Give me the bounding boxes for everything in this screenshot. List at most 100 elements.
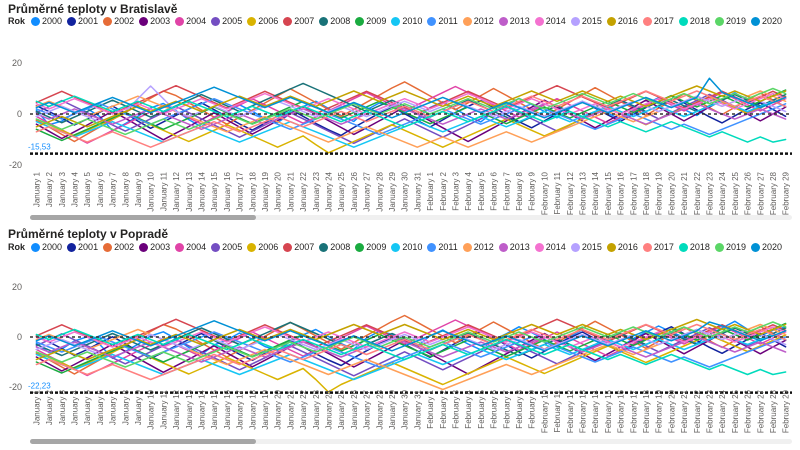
legend-item-2010[interactable]: 2010 <box>391 242 422 252</box>
y-tick-label: -20 <box>9 160 22 170</box>
x-tick-label: January 8 <box>121 171 130 207</box>
x-tick-label: February 8 <box>515 389 524 428</box>
legend-item-2000[interactable]: 2000 <box>31 16 62 26</box>
x-tick-label: February 23 <box>705 171 714 215</box>
legend-item-2008[interactable]: 2008 <box>319 16 350 26</box>
legend-item-2009[interactable]: 2009 <box>355 242 386 252</box>
legend-item-2017[interactable]: 2017 <box>642 242 674 252</box>
horizontal-scrollbar[interactable] <box>30 439 792 444</box>
legend-text: 2003 <box>150 242 171 252</box>
legend-item-2004[interactable]: 2004 <box>175 242 206 252</box>
legend-item-2005[interactable]: 2005 <box>211 242 242 252</box>
y-tick-label: 20 <box>12 58 22 68</box>
legend-text: 2010 <box>402 242 423 252</box>
legend-item-2010[interactable]: 2010 <box>391 16 422 26</box>
legend-item-2000[interactable]: 2000 <box>31 242 62 252</box>
legend-text: 2010 <box>402 16 423 26</box>
legend-item-2016[interactable]: 2016 <box>606 16 638 26</box>
x-tick-label: January 17 <box>236 171 245 211</box>
x-tick-label: February 17 <box>629 171 638 215</box>
legend-item-2012[interactable]: 2012 <box>462 242 494 252</box>
legend-marker <box>103 16 113 26</box>
x-tick-label: February 20 <box>667 171 676 215</box>
legend-item-2007[interactable]: 2007 <box>283 16 314 26</box>
legend-marker <box>462 16 472 26</box>
horizontal-scrollbar[interactable] <box>30 215 792 220</box>
legend-item-2011[interactable]: 2011 <box>427 16 458 26</box>
x-tick-label: January 19 <box>261 389 270 429</box>
legend-item-2018[interactable]: 2018 <box>678 16 710 26</box>
legend-marker <box>175 242 185 252</box>
legend-text: 2008 <box>330 16 351 26</box>
x-tick-label: January 31 <box>413 389 422 429</box>
y-tick-label: 0 <box>17 109 22 119</box>
legend-item-2007[interactable]: 2007 <box>283 242 314 252</box>
legend-item-2014[interactable]: 2014 <box>534 242 566 252</box>
x-tick-label: February 9 <box>528 171 537 210</box>
legend-item-2013[interactable]: 2013 <box>498 242 530 252</box>
legend-item-2017[interactable]: 2017 <box>642 16 674 26</box>
x-tick-label: February 26 <box>744 389 753 433</box>
legend-item-2001[interactable]: 2001 <box>67 242 98 252</box>
x-tick-label: January 28 <box>375 171 384 211</box>
legend-item-2012[interactable]: 2012 <box>462 16 494 26</box>
legend-item-2006[interactable]: 2006 <box>247 242 278 252</box>
scrollbar-thumb[interactable] <box>30 215 256 220</box>
x-tick-label: February 26 <box>744 171 753 215</box>
legend-marker <box>319 16 329 26</box>
legend-marker <box>355 242 365 252</box>
legend-text: 2013 <box>509 16 530 26</box>
x-tick-label: January 26 <box>350 389 359 429</box>
x-tick-label: February 4 <box>464 171 473 210</box>
scrollbar-thumb[interactable] <box>30 439 256 444</box>
x-tick-label: February 24 <box>718 171 727 215</box>
legend-item-2015[interactable]: 2015 <box>570 16 602 26</box>
legend-item-2011[interactable]: 2011 <box>427 242 458 252</box>
x-tick-label: January 1 <box>32 171 41 207</box>
legend-item-2008[interactable]: 2008 <box>319 242 350 252</box>
legend-item-2019[interactable]: 2019 <box>714 242 746 252</box>
x-tick-label: February 12 <box>566 171 575 215</box>
legend-item-2018[interactable]: 2018 <box>678 242 710 252</box>
legend-item-2001[interactable]: 2001 <box>67 16 98 26</box>
x-tick-label: February 27 <box>756 171 765 215</box>
x-tick-label: February 13 <box>578 389 587 433</box>
legend-item-2016[interactable]: 2016 <box>606 242 638 252</box>
legend-item-2006[interactable]: 2006 <box>247 16 278 26</box>
legend-item-2013[interactable]: 2013 <box>498 16 530 26</box>
legend-marker <box>642 242 652 252</box>
legend-item-2005[interactable]: 2005 <box>211 16 242 26</box>
legend-item-2014[interactable]: 2014 <box>534 16 566 26</box>
x-tick-label: January 9 <box>134 171 143 207</box>
legend-text: 2017 <box>653 16 674 26</box>
x-tick-label: January 21 <box>286 389 295 429</box>
x-tick-label: January 23 <box>312 171 321 211</box>
legend-text: 2002 <box>114 242 135 252</box>
legend-item-2015[interactable]: 2015 <box>570 242 602 252</box>
legend-item-2020[interactable]: 2020 <box>750 242 782 252</box>
legend-marker <box>67 242 77 252</box>
x-tick-label: February 24 <box>718 389 727 433</box>
x-tick-label: February 20 <box>667 389 676 433</box>
x-tick-label: February 11 <box>553 389 562 432</box>
legend-item-2003[interactable]: 2003 <box>139 242 170 252</box>
x-tick-label: February 14 <box>591 171 600 215</box>
legend-item-2002[interactable]: 2002 <box>103 16 134 26</box>
x-tick-label: January 30 <box>401 171 410 211</box>
legend-item-2003[interactable]: 2003 <box>139 16 170 26</box>
x-tick-label: January 25 <box>337 389 346 429</box>
legend-marker <box>355 16 365 26</box>
x-tick-label: January 17 <box>236 389 245 429</box>
legend-item-2020[interactable]: 2020 <box>750 16 782 26</box>
series-line-2020 <box>35 77 787 119</box>
legend-item-2002[interactable]: 2002 <box>103 242 134 252</box>
x-tick-label: January 11 <box>159 171 168 211</box>
legend-item-2019[interactable]: 2019 <box>714 16 746 26</box>
legend-item-2004[interactable]: 2004 <box>175 16 206 26</box>
legend-item-2009[interactable]: 2009 <box>355 16 386 26</box>
legend-text: 2002 <box>114 16 135 26</box>
min-reference-label: -22,23 <box>28 382 51 391</box>
x-tick-label: February 17 <box>629 389 638 433</box>
x-tick-label: February 21 <box>680 171 689 215</box>
